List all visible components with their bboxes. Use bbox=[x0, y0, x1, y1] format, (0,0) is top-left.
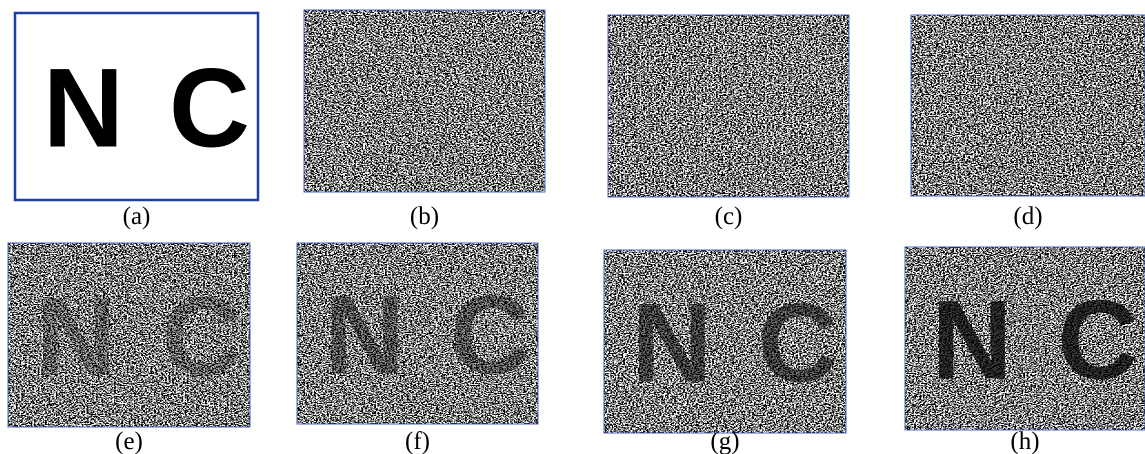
hidden-text: N C bbox=[36, 274, 243, 399]
panel-label: (a) bbox=[123, 203, 151, 230]
noise-image bbox=[8, 243, 250, 427]
panel: (b) bbox=[303, 9, 546, 230]
hidden-text: N C bbox=[632, 281, 839, 406]
panel: N C (g) bbox=[603, 249, 847, 454]
panel-label: (c) bbox=[715, 203, 743, 230]
image-frame bbox=[296, 242, 539, 425]
image-frame bbox=[607, 14, 850, 198]
noise-image bbox=[608, 15, 849, 197]
panel-label: (e) bbox=[115, 428, 143, 454]
panel-label: (b) bbox=[410, 203, 439, 230]
panel: (d) bbox=[910, 14, 1145, 230]
panel: (c) bbox=[607, 14, 850, 230]
panel-label: (h) bbox=[1010, 428, 1039, 454]
noise-image bbox=[905, 247, 1145, 430]
image-frame bbox=[7, 242, 251, 428]
hidden-text: N C bbox=[324, 273, 531, 398]
panel: N C (h) bbox=[904, 246, 1145, 454]
panel-label: (g) bbox=[710, 428, 739, 454]
hidden-text: N C bbox=[932, 278, 1139, 403]
panel-label: (d) bbox=[1013, 203, 1042, 230]
image-frame bbox=[910, 14, 1145, 197]
image-frame bbox=[603, 249, 847, 434]
image-frame bbox=[904, 246, 1145, 431]
image-text: N C bbox=[43, 46, 250, 171]
panel: N C (f) bbox=[296, 242, 539, 454]
panel: N C (a) bbox=[13, 11, 260, 230]
noise-image bbox=[304, 10, 545, 192]
panel: N C (e) bbox=[7, 242, 251, 454]
panel-label: (f) bbox=[405, 428, 430, 454]
image-frame bbox=[303, 9, 546, 193]
noise-image bbox=[911, 15, 1145, 196]
noise-image bbox=[297, 243, 538, 424]
noise-image bbox=[604, 250, 846, 433]
image-frame bbox=[13, 11, 260, 202]
